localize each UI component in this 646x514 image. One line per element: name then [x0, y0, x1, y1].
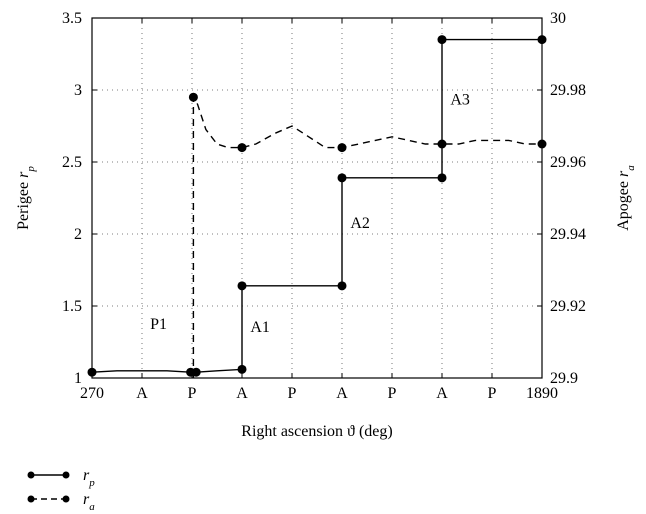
x-tick-label: P	[288, 385, 297, 402]
series-point-r_a	[437, 139, 447, 149]
x-tick-label: 270	[80, 385, 104, 402]
series-point-r_p	[337, 281, 347, 291]
series-point-r_p	[337, 173, 347, 183]
y-tick-label-right: 29.98	[550, 82, 586, 99]
annotation-a2: A2	[350, 215, 370, 232]
y-tick-label-left: 1	[74, 370, 82, 387]
series-line-r_p	[91, 38, 542, 373]
series-point-r_p	[87, 367, 97, 377]
legend-rp-subscript: p	[88, 477, 95, 489]
series-point-r_a	[237, 143, 247, 153]
y-axis-left-label-subscript: p	[25, 166, 37, 173]
legend-ra-marker	[27, 495, 35, 503]
x-tick-label: A	[436, 385, 448, 402]
legend-entry-ra: ra	[27, 491, 95, 513]
series-point-r_p	[537, 35, 547, 45]
y-tick-label-right: 30	[550, 10, 566, 27]
y-tick-label-left: 2	[74, 226, 82, 243]
y-tick-label-left: 1.5	[62, 298, 82, 315]
y-axis-left-label-symbol: r	[15, 171, 32, 178]
x-tick-label: P	[488, 385, 497, 402]
series-point-r_p	[237, 281, 247, 291]
y-axis-right-label-text: Apogee	[615, 177, 632, 231]
legend-rp-marker	[27, 471, 35, 479]
legend-rp-symbol: r	[83, 467, 90, 484]
legend-entry-rp: rp	[27, 467, 95, 489]
plot-frame	[91, 17, 543, 379]
x-tick-label: P	[388, 385, 397, 402]
tick-labels: 270 A P A P A P A P 1890 1 29.9 1.5 29.92 2 29.94 2.5 29.…	[62, 10, 586, 402]
series-point-r_a	[337, 143, 347, 153]
y-tick-label-left: 3.5	[62, 10, 82, 27]
y-axis-left-label: Perigee rp	[15, 166, 37, 230]
series-point-r_p	[437, 173, 447, 183]
y-axis-left-label-text: Perigee	[15, 178, 32, 230]
legend-ra-label: ra	[83, 491, 95, 513]
y-tick-label-right: 29.9	[550, 370, 578, 387]
legend-ra-marker	[62, 495, 70, 503]
x-tick-label: P	[188, 385, 197, 402]
y-tick-label-left: 3	[74, 82, 82, 99]
x-axis-label: Right ascension ϑ (deg)	[241, 423, 392, 440]
series-point-r_p	[237, 364, 247, 374]
annotation-a1: A1	[250, 319, 270, 336]
y-tick-label-left: 2.5	[62, 154, 82, 171]
annotation-p1: P1	[150, 316, 167, 333]
series-point-r_a	[188, 92, 198, 102]
y-axis-right-label-symbol: r	[615, 170, 632, 177]
series-point-r_p	[437, 35, 447, 45]
y-tick-label-right: 29.96	[550, 154, 586, 171]
series-line-r_a	[192, 94, 542, 378]
legend-ra-subscript: a	[89, 501, 95, 513]
annotation-layer: P1 A1 A2 A3	[150, 91, 470, 336]
legend: rp ra	[27, 467, 95, 513]
series-point-r_a	[537, 139, 547, 149]
legend-rp-marker	[62, 471, 70, 479]
y-axis-right-label: Apogee ra	[615, 165, 637, 231]
x-tick-label: 1890	[526, 385, 558, 402]
legend-ra-symbol: r	[83, 491, 90, 508]
series-layer	[87, 35, 547, 378]
y-tick-label-right: 29.92	[550, 298, 586, 315]
annotation-a3: A3	[450, 91, 470, 108]
y-tick-label-right: 29.94	[550, 226, 586, 243]
x-tick-label: A	[136, 385, 148, 402]
x-tick-label: A	[236, 385, 248, 402]
y-axis-right-label-subscript: a	[625, 165, 637, 171]
legend-rp-label: rp	[83, 467, 95, 489]
x-tick-label: A	[336, 385, 348, 402]
